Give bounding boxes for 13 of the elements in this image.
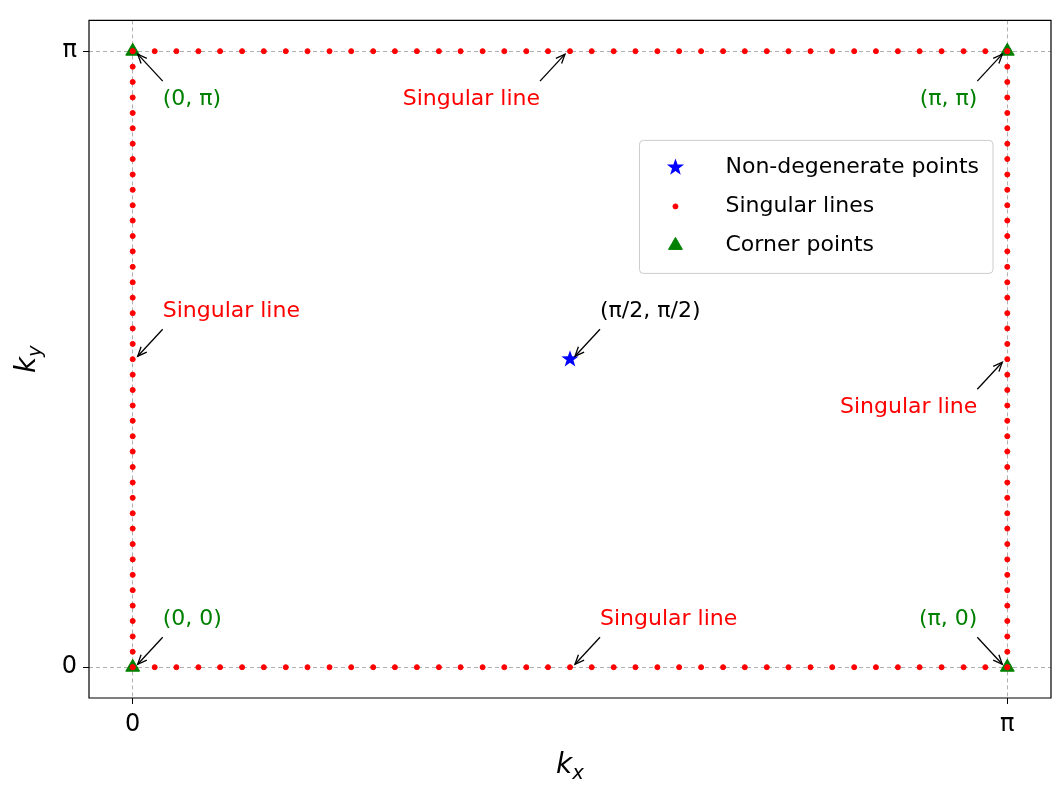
annotation: Singular line xyxy=(600,604,738,630)
annotation: (0, π) xyxy=(162,84,222,110)
annotation: Singular line xyxy=(840,392,978,418)
annotation: (π/2, π/2) xyxy=(600,296,701,322)
y-axis-title: ky xyxy=(9,344,47,374)
legend-label: Corner points xyxy=(725,231,875,257)
annotation: Singular line xyxy=(402,84,540,110)
legend-label: Singular lines xyxy=(725,192,875,218)
annotation: (π, π) xyxy=(919,84,978,110)
annotation: (π, 0) xyxy=(918,604,978,630)
annotation: Singular line xyxy=(162,296,300,322)
annotation: (0, 0) xyxy=(162,604,222,630)
legend-label: Non-degenerate points xyxy=(725,153,979,179)
